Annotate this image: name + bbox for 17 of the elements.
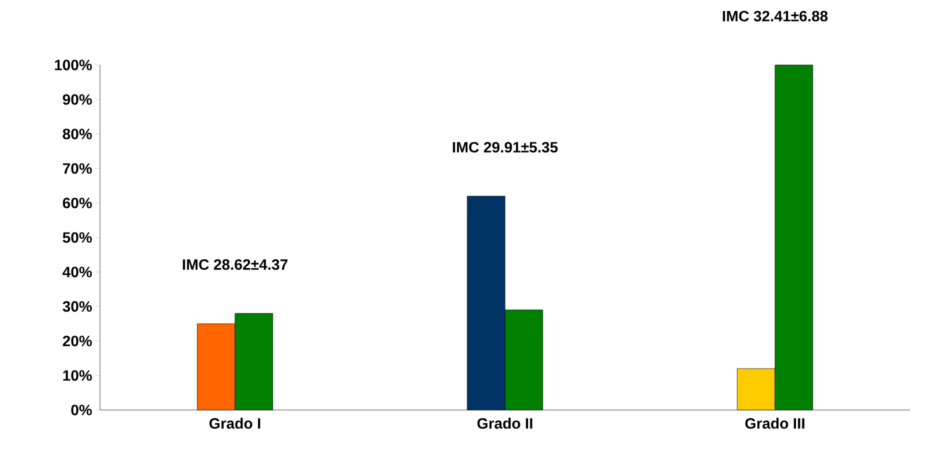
text: IMC 32.41±6.88 <box>722 10 828 22</box>
y-tick-label: 30% <box>62 301 92 312</box>
y-tick-label: 90% <box>62 94 92 105</box>
y-tick-label: 80% <box>62 128 92 140</box>
annotation: IMC 29.91±5.35 <box>452 142 558 153</box>
x-tick-label: Grado II <box>477 418 532 429</box>
y-tick-label: 20% <box>62 336 92 346</box>
x-tick-label: Grado III <box>745 418 804 429</box>
y-tick-label: 10% <box>63 370 92 381</box>
y-tick-label: 40% <box>62 266 92 278</box>
y-tick-label: 70% <box>62 163 92 174</box>
y-tick-label: 50% <box>62 232 92 243</box>
x-tick-label: Grado I <box>209 418 260 429</box>
y-tick-label: 100% <box>54 60 92 70</box>
y-tick-label: 60% <box>62 198 92 208</box>
annotation: IMC 28.62±4.37 <box>182 259 288 270</box>
y-tick-label: 0% <box>71 404 92 416</box>
